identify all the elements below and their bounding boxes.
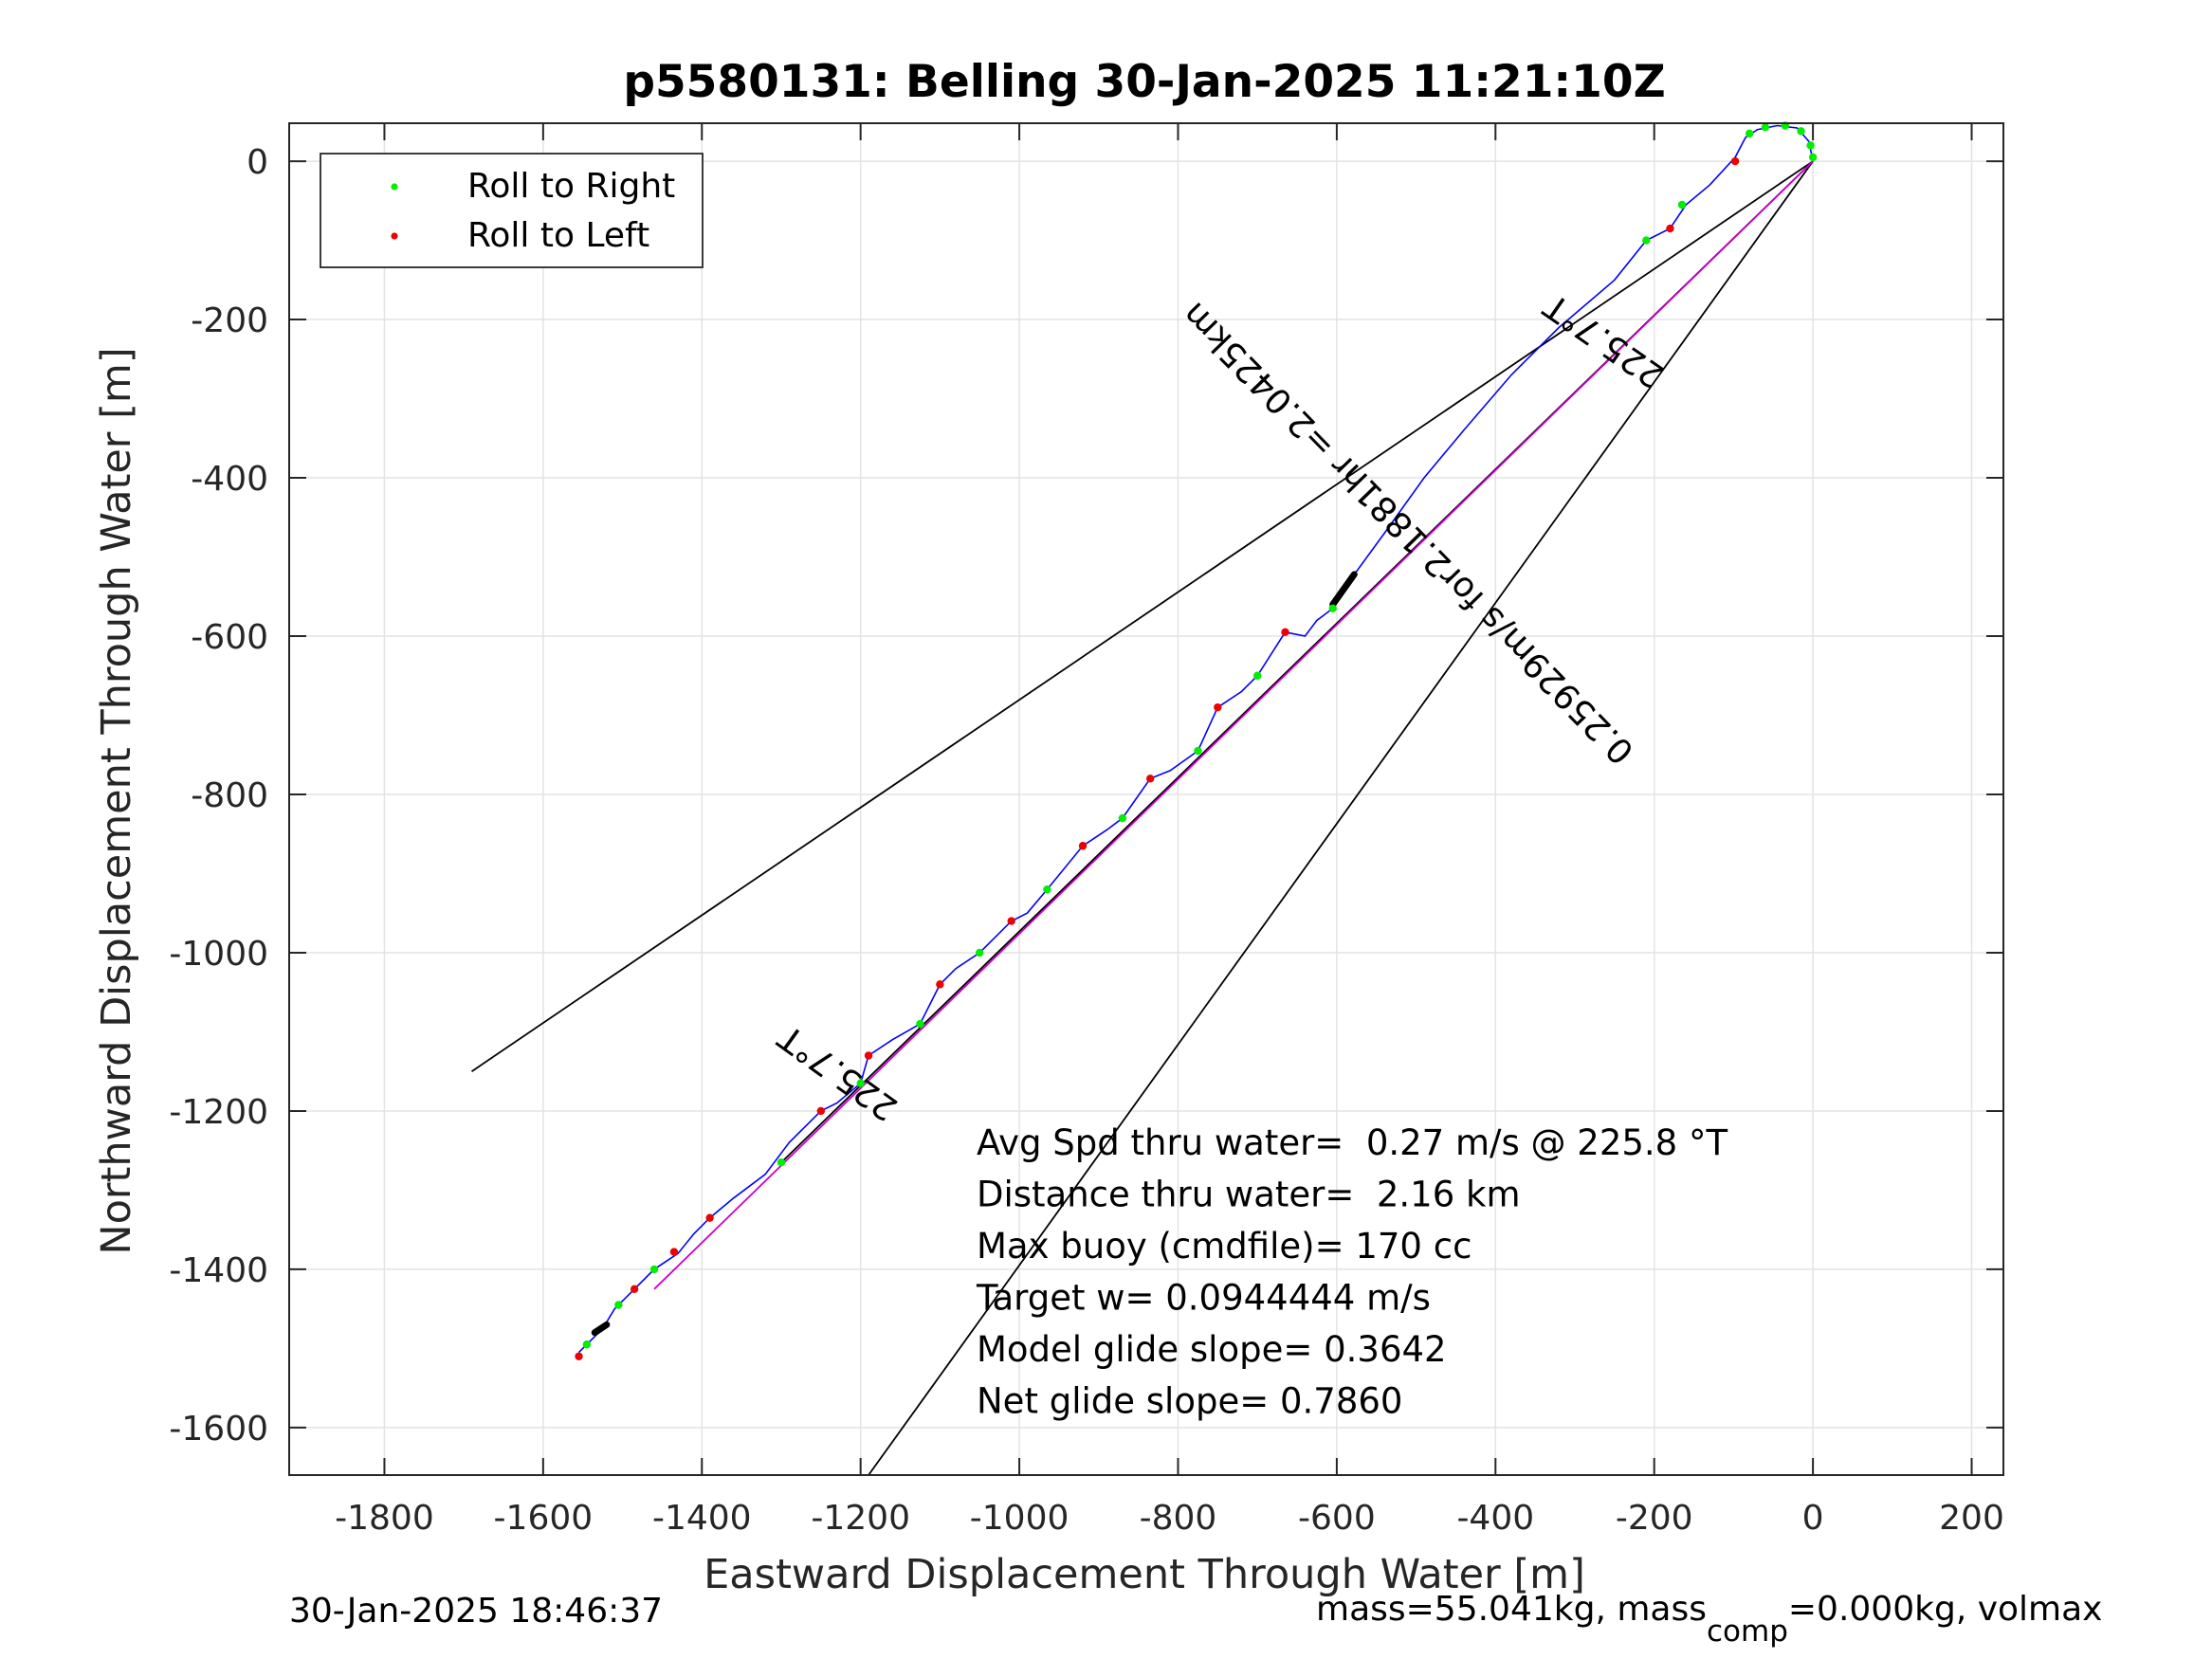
x-tick-label: -1000 [970,1499,1069,1538]
y-tick-label: -1000 [169,935,268,974]
roll-right-point [976,948,984,957]
y-tick-label: -800 [191,776,268,815]
x-tick-label: -200 [1616,1499,1693,1538]
grid-lines [289,123,2003,1475]
legend-roll-right-marker [391,183,398,191]
roll-left-point [1078,842,1088,850]
roll-left-point [1281,628,1289,637]
plot-area [289,123,2003,1475]
y-axis-label: Northward Displacement Through Water [m] [93,347,140,1254]
x-tick-label: -400 [1456,1499,1534,1538]
x-axis: -1800 -1600 -1400 -1200 -1000 -800 -600 -400 -20… [335,123,2004,1538]
y-tick-label: 0 [247,143,268,182]
x-axis-label: Eastward Displacement Through Water [m] [704,1551,1585,1598]
y-tick-label: -1200 [169,1093,268,1132]
heading-line [471,160,1814,1072]
roll-right-point [1806,141,1815,150]
roll-left-point [864,1051,873,1060]
roll-left-point [1214,702,1222,712]
y-tick-label: -1600 [169,1410,268,1449]
x-tick-label: 0 [1802,1499,1824,1538]
roll-left-point [575,1352,583,1360]
stats-line: Distance thru water= 2.16 km [977,1175,1520,1215]
roll-right-point [1642,236,1651,245]
y-tick-label: -600 [191,618,268,657]
roll-right-point [1043,884,1051,894]
stats-block: Avg Spd thru water= 0.27 m/s @ 225.8 °T D… [976,1122,1728,1422]
legend-box [320,153,704,268]
roll-left-point [1007,917,1015,925]
x-tick-label: -1800 [335,1499,434,1538]
roll-right-point [1118,813,1127,823]
roll-left-point [669,1248,679,1256]
x-tick-label: -1600 [494,1499,594,1538]
y-tick-label: -400 [191,460,268,499]
black-segment [1329,571,1358,609]
black-segment [591,1321,611,1337]
stats-line: Model glide slope= 0.3642 [977,1329,1447,1370]
y-tick-label: -1400 [169,1251,268,1290]
footer-mass-subscript: comp [1707,1614,1788,1649]
roll-right-point [582,1340,592,1349]
roll-left-point [816,1106,826,1116]
footer-timestamp: 30-Jan-2025 18:46:37 [289,1592,663,1631]
stats-line: Target w= 0.0944444 m/s [976,1278,1431,1319]
roll-right-point [649,1265,659,1274]
footer-mass-prefix: mass=55.041kg, mass [1316,1590,1707,1629]
roll-right-point [1252,671,1262,680]
roll-right-point [1745,129,1754,138]
plot-frame [288,122,2004,1476]
legend-roll-left-marker [391,232,398,240]
stats-line: Avg Spd thru water= 0.27 m/s @ 225.8 °T [977,1122,1728,1163]
roll-right-point [614,1301,623,1309]
x-tick-label: -1200 [811,1499,910,1538]
y-tick-label: -200 [191,301,268,340]
roll-right-point [1808,153,1818,162]
roll-right-point [777,1158,786,1167]
roll-right-point [1797,127,1805,136]
legend: Roll to Right Roll to Left [320,153,704,268]
x-tick-label: 200 [1939,1499,2004,1538]
chart-title: p5580131: Belling 30-Jan-2025 11:21:10Z [623,56,1665,108]
heading-line [868,160,1814,1476]
roll-right-point [1761,122,1770,132]
stats-line: Net glide slope= 0.7860 [977,1381,1402,1422]
legend-roll-right-label: Roll to Right [467,167,675,206]
roll-right-point [1328,604,1337,612]
roll-right-markers [582,121,1818,1349]
roll-left-point [1666,224,1674,233]
roll-left-point [705,1213,714,1222]
roll-left-point [630,1285,639,1293]
roll-left-point [1145,775,1155,783]
roll-left-point [936,980,944,989]
legend-roll-left-label: Roll to Left [467,216,649,255]
roll-right-point [1194,746,1202,756]
black-segments [591,571,1358,1337]
x-tick-label: -1400 [652,1499,752,1538]
footer-mass-info: mass=55.041kg, masscomp=0.000kg, volmax [1316,1590,2102,1649]
stats-line: Max buoy (cmdfile)= 170 cc [977,1226,1472,1267]
roll-right-point [1677,200,1687,210]
roll-left-markers [575,156,1740,1360]
y-axis: 0 -200 -400 -600 -800 -1000 -1200 -1400 -1600 [169,143,2003,1449]
x-tick-label: -800 [1140,1499,1217,1538]
heading-lines [471,160,1814,1476]
roll-right-point [916,1019,924,1029]
roll-right-point [856,1079,865,1087]
x-tick-label: -600 [1298,1499,1376,1538]
heading-line [653,160,1814,1290]
roll-left-point [1730,156,1740,166]
footer-mass-suffix: =0.000kg, volmax [1788,1590,2103,1629]
